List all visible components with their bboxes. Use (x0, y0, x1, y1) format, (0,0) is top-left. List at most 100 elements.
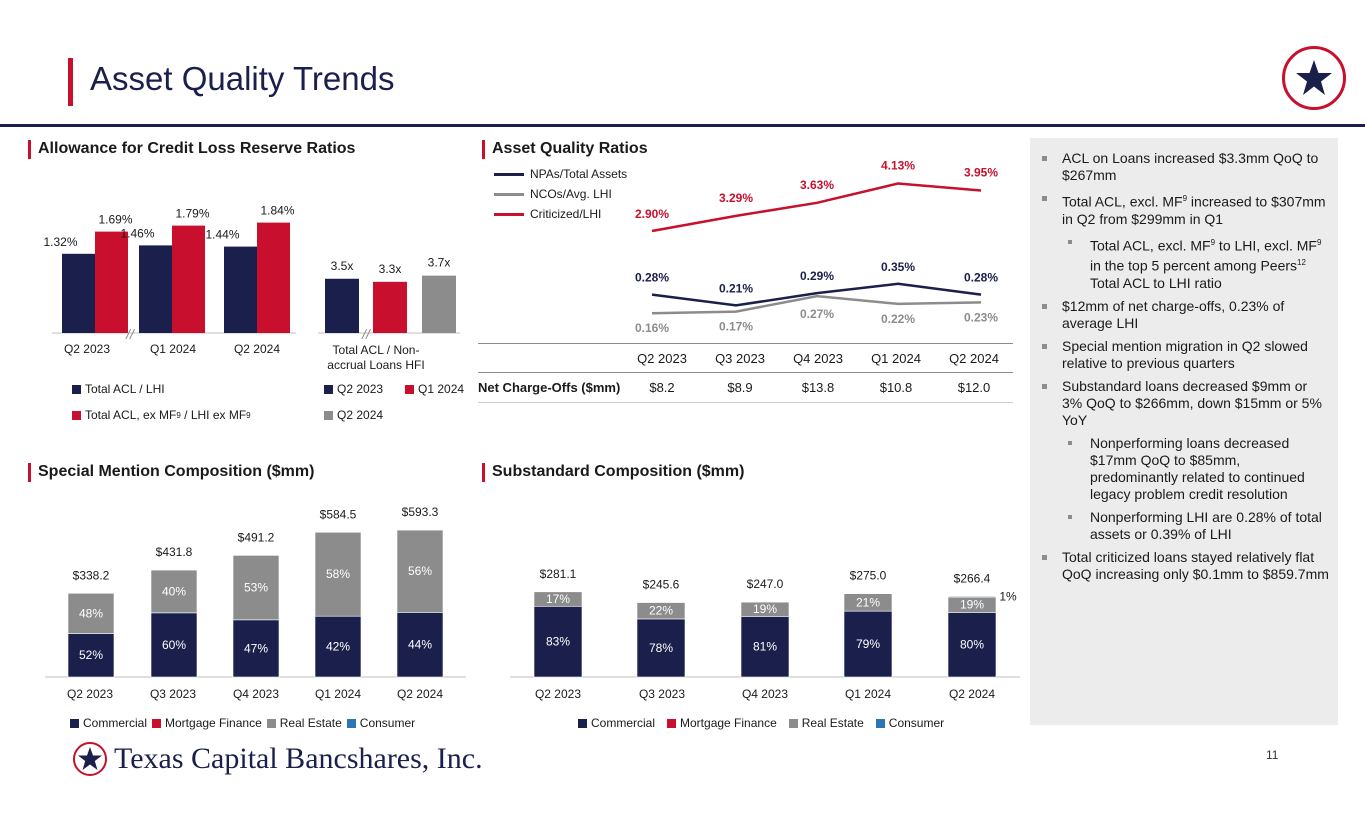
nonaccrual-bar-label: 3.5x (331, 259, 354, 273)
aq-point-label: 0.16% (635, 321, 669, 335)
acl-cat-label: Q2 2024 (233, 342, 281, 356)
acl-bar (95, 231, 128, 333)
sub-segment (843, 610, 893, 678)
legend-line (494, 192, 524, 196)
acl-bar-label: 1.46% (120, 226, 154, 240)
sub-cat-label: Q4 2023 (741, 687, 789, 701)
legend-npas: NPAs/Total Assets (494, 167, 627, 181)
axis-break-icon: // (361, 326, 372, 342)
legend-swatch (266, 718, 276, 728)
legend-swatch (667, 718, 677, 728)
aq-point-label: 3.63% (800, 178, 834, 192)
sm-segment-label: 52% (79, 648, 103, 662)
sub-segment (947, 612, 997, 678)
sm-segment (67, 633, 115, 678)
footnote-ref: 9 (176, 410, 181, 420)
aq-series-line (651, 182, 982, 233)
aq-point-label: 3.95% (964, 165, 998, 179)
nco-cell: $10.8 (879, 380, 913, 395)
nonaccrual-bar (422, 275, 456, 333)
legend-swatch (152, 718, 162, 728)
nco-header-cell: Q2 2023 (637, 350, 687, 366)
legend-total-acl-ex-mf: Total ACL, ex MF 9 / LHI ex MF 9 (72, 408, 251, 422)
acl-bar (224, 246, 257, 333)
sm-total-label: $491.2 (238, 530, 275, 544)
company-logo: Texas Capital Bancshares, Inc. (72, 741, 483, 777)
acl-bar (139, 245, 172, 333)
axis-break-icon: // (125, 326, 136, 342)
nco-data-row: Net Charge-Offs ($mm) $8.2 $8.9 $13.8 $1… (478, 373, 1013, 403)
bullet-text: Total ACL to LHI ratio (1090, 274, 1222, 291)
legend-swatch (346, 718, 356, 728)
sm-segment-label: 44% (408, 638, 432, 652)
aq-series-line (651, 294, 982, 315)
bullet: Total criticized loans stayed relatively… (1040, 549, 1330, 583)
sm-segment-label: 42% (326, 640, 350, 654)
sm-total-label: $338.2 (73, 568, 110, 582)
legend-label: Consumer (359, 716, 416, 730)
legend-q1-2024: Q1 2024 (405, 382, 464, 396)
legend-label: Commercial (83, 716, 148, 730)
sm-total-label: $593.3 (402, 505, 439, 519)
footnote-ref: 9 (1182, 194, 1188, 203)
legend-label: Total ACL / LHI (85, 382, 165, 396)
bullet-text: to LHI, excl. MF (1215, 237, 1317, 254)
sm-segment-label: 40% (162, 584, 186, 598)
sub-segment (533, 591, 583, 607)
acl-cat-label: Q2 2023 (63, 342, 111, 356)
footnote-ref: 9 (1210, 237, 1216, 247)
nco-cell: $12.0 (957, 380, 991, 395)
aq-point-label: 0.28% (635, 271, 669, 285)
sub-segment-label: 78% (649, 641, 673, 655)
sub-segment-label: 83% (546, 635, 570, 649)
nonaccrual-bar-label: 3.7x (428, 256, 451, 270)
sm-segment (314, 615, 362, 678)
sub-total-label: $247.0 (747, 577, 784, 591)
sm-cat-label: Q4 2023 (232, 687, 280, 701)
sub-bullet: Nonperforming loans decreased $17mm QoQ … (1040, 435, 1330, 503)
sm-segment (150, 612, 198, 678)
nonaccrual-bar (325, 278, 359, 333)
legend-swatch (70, 718, 79, 728)
bullet-text: ACL on Loans increased $3.3mm QoQ to $26… (1062, 150, 1319, 183)
acl-bar-label: 1.79% (175, 207, 209, 221)
bullet: Substandard loans decreased $9mm or 3% Q… (1040, 378, 1330, 429)
aq-point-label: 3.29% (719, 191, 753, 205)
sm-segment (232, 555, 280, 621)
nco-table: Q2 2023 Q3 2023 Q4 2023 Q1 2024 Q2 2024 … (478, 343, 1013, 403)
aq-point-label: 0.22% (881, 312, 915, 326)
acl-bar-label: 1.69% (98, 213, 132, 227)
sub-segment-label: 19% (960, 598, 984, 612)
star-logo-icon (73, 742, 107, 776)
aq-point-label: 0.29% (800, 269, 834, 283)
legend-label: Mortgage Finance (680, 716, 777, 730)
legend-line (494, 172, 524, 176)
sm-segment-label: 53% (244, 581, 268, 595)
star-logo-icon (1282, 46, 1346, 110)
legend-label: / LHI ex MF (180, 408, 247, 422)
nco-header-cell: Q3 2023 (715, 350, 765, 366)
nco-cell: $8.2 (649, 380, 675, 395)
aq-point-label: 0.27% (800, 307, 834, 321)
legend-swatch (788, 718, 798, 728)
legend-total-acl-lhi: Total ACL / LHI (72, 382, 165, 396)
sub-segment (947, 595, 997, 598)
nco-cell: $8.9 (727, 380, 753, 395)
sub-bullet: Nonperforming LHI are 0.28% of total ass… (1040, 509, 1330, 543)
sm-cat-label: Q3 2023 (149, 687, 197, 701)
legend-line (494, 212, 524, 216)
sub-legend: Commercial Mortgage Finance Real Estate … (578, 716, 944, 730)
sub-cat-label: Q2 2024 (948, 687, 996, 701)
sm-segment (67, 592, 115, 634)
sub-segment (740, 616, 790, 678)
bullet-text: Special mention migration in Q2 slowed r… (1062, 337, 1308, 371)
bullet-text: Substandard loans decreased $9mm or 3% Q… (1062, 377, 1322, 428)
nco-row-label: Net Charge-Offs ($mm) (478, 380, 621, 395)
legend-label: Commercial (591, 716, 656, 730)
bullet-text: $12mm of net charge-offs, 0.23% of avera… (1062, 297, 1285, 331)
legend-q2-2023: Q2 2023 (324, 382, 383, 396)
bullet-text: Total ACL, excl. MF (1062, 193, 1183, 210)
legend-swatch (72, 384, 81, 394)
page-title: Asset Quality Trends (90, 60, 395, 97)
